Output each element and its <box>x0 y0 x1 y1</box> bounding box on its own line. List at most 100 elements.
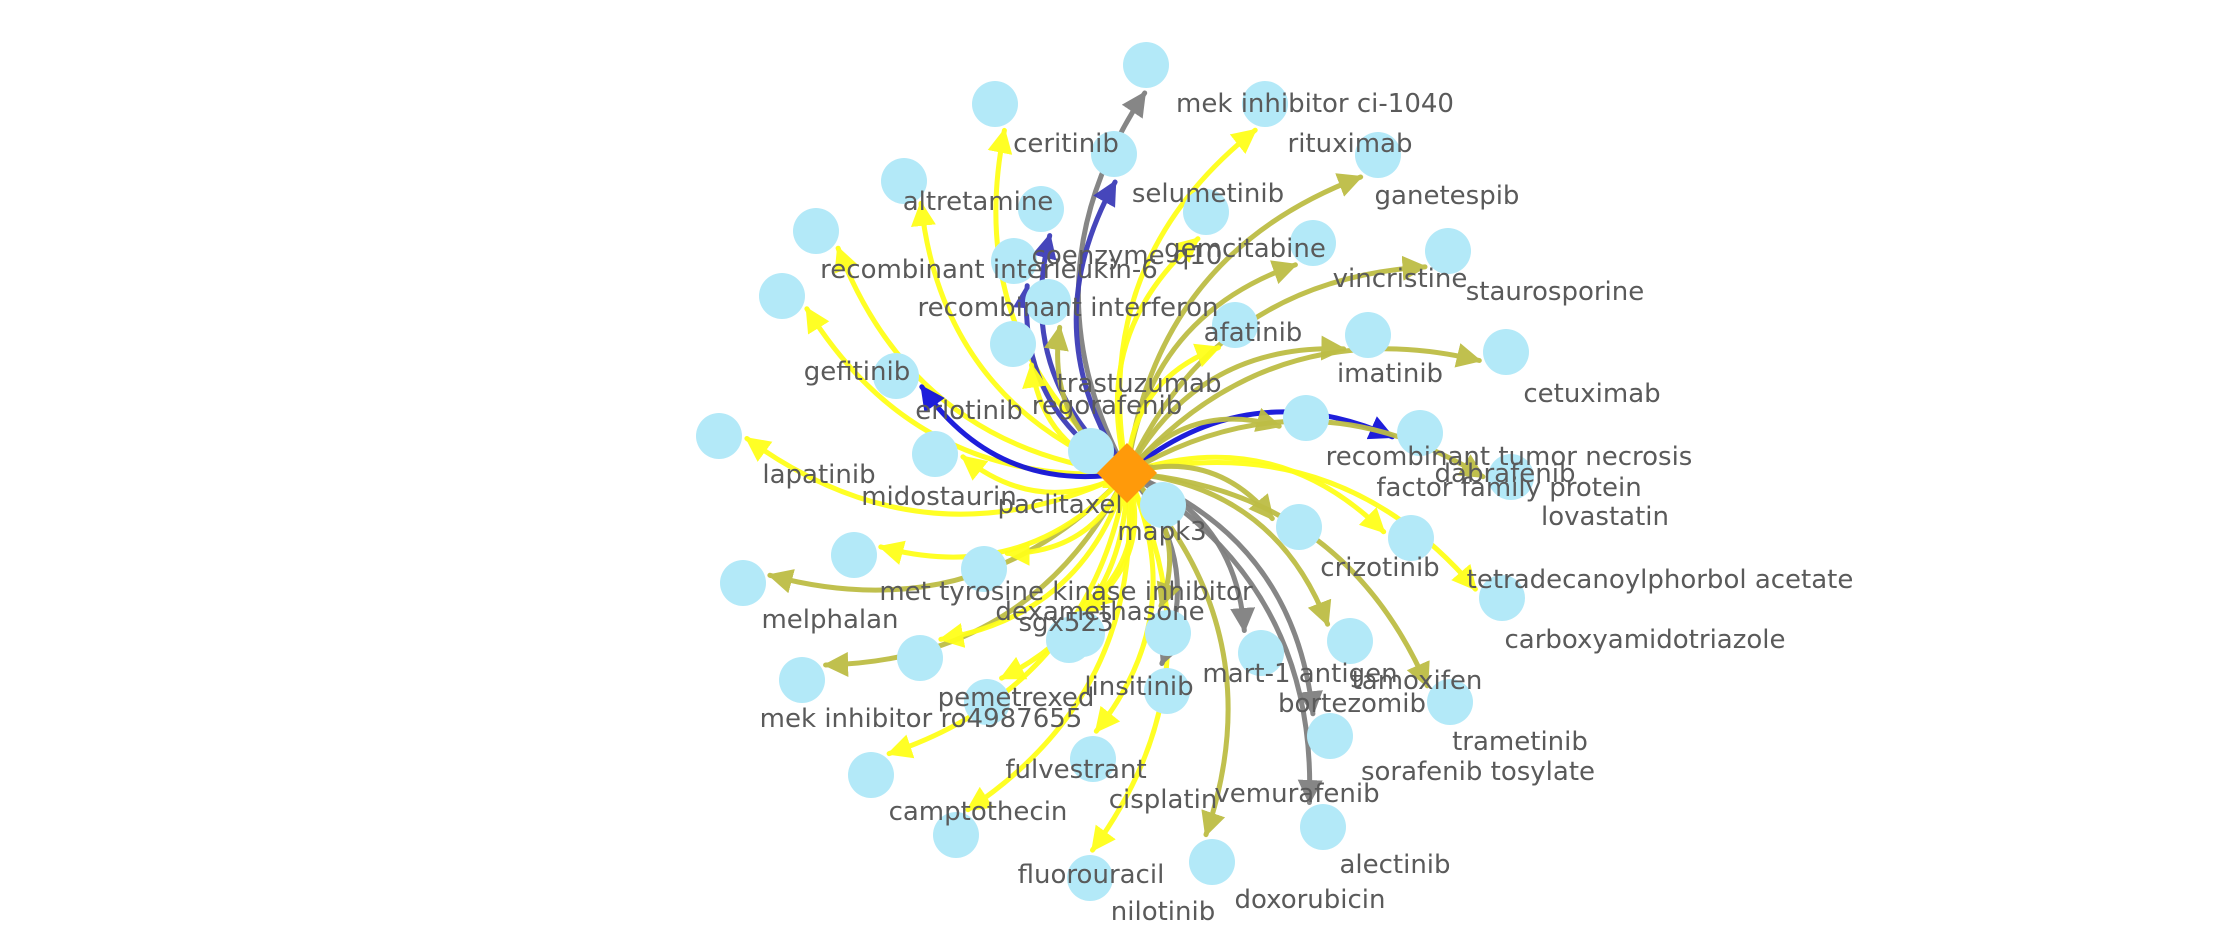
drug-node[interactable] <box>1212 302 1258 348</box>
drug-node[interactable] <box>1145 610 1191 656</box>
drug-label: lapatinib <box>762 460 875 490</box>
edge-recombinant-tumor-necrosis-factor-family-protein <box>1124 454 1387 535</box>
drug-node[interactable] <box>1283 395 1329 441</box>
drug-node[interactable] <box>1140 482 1186 528</box>
drug-node[interactable] <box>881 158 927 204</box>
drug-label: recombinant tumor necrosis factor family … <box>1326 442 1693 503</box>
nodes-layer <box>696 42 1534 901</box>
center-diamond[interactable] <box>1097 443 1157 503</box>
drug-label: tetradecanoylphorbol acetate <box>1467 565 1854 595</box>
drug-label: melphalan <box>761 605 898 635</box>
drug-node[interactable] <box>831 532 877 578</box>
edge-doxorubicin <box>1090 470 1171 853</box>
drug-node[interactable] <box>1388 515 1434 561</box>
drug-node[interactable] <box>1345 312 1391 358</box>
drug-node[interactable] <box>933 812 979 858</box>
drug-node[interactable] <box>1018 186 1064 232</box>
drug-label: pemetrexed <box>938 683 1095 713</box>
edge-dabrafenib <box>1124 409 1395 476</box>
drug-node[interactable] <box>991 238 1037 284</box>
drug-node[interactable] <box>696 413 742 459</box>
drug-label: lovastatin <box>1541 502 1669 532</box>
drug-node[interactable] <box>1068 428 1114 474</box>
drug-label: vemurafenib <box>1214 779 1379 809</box>
drug-node[interactable] <box>1242 81 1288 127</box>
drug-node[interactable] <box>1067 855 1113 901</box>
labels-layer: mek inhibitor ci-1040 rituximab ganetespib… <box>760 89 1854 927</box>
drug-label: trametinib <box>1452 727 1588 757</box>
drug-label: vincristine <box>1333 264 1468 294</box>
drug-node[interactable] <box>1427 679 1473 725</box>
center-node[interactable]: mapk3 <box>1097 443 1207 547</box>
edge-erlotinib <box>919 384 1130 480</box>
drug-label: trastuzumab <box>1057 369 1222 399</box>
drug-node[interactable] <box>1276 504 1322 550</box>
drug-label: gemcitabine <box>1164 234 1326 264</box>
drug-label: camptothecin <box>889 797 1068 827</box>
drug-label: nilotinib <box>1111 897 1215 927</box>
drug-label: altretamine <box>903 187 1054 217</box>
drug-node[interactable] <box>961 546 1007 592</box>
drug-node[interactable] <box>1189 839 1235 885</box>
drug-node[interactable] <box>1183 189 1229 235</box>
drug-label: midostaurin <box>861 482 1017 512</box>
drug-node[interactable] <box>1290 220 1336 266</box>
drug-label: dabrafenib <box>1435 459 1576 489</box>
drug-node[interactable] <box>1238 630 1284 676</box>
drug-node[interactable] <box>897 635 943 681</box>
drug-node[interactable] <box>972 81 1018 127</box>
drug-node[interactable] <box>1091 131 1137 177</box>
drug-label: crizotinib <box>1320 553 1439 583</box>
drug-node[interactable] <box>720 560 766 606</box>
drug-label: cetuximab <box>1523 379 1660 409</box>
drug-label: erlotinib <box>915 396 1022 426</box>
drug-node[interactable] <box>990 321 1036 367</box>
drug-node[interactable] <box>1123 42 1169 88</box>
drug-node[interactable] <box>793 208 839 254</box>
drug-label: fluorouracil <box>1018 860 1165 890</box>
drug-node[interactable] <box>1397 410 1443 456</box>
drug-node[interactable] <box>1425 228 1471 274</box>
drug-node[interactable] <box>1300 804 1346 850</box>
drug-node[interactable] <box>1059 611 1105 657</box>
drug-label: sorafenib tosylate <box>1361 757 1595 787</box>
drug-node[interactable] <box>1307 713 1353 759</box>
drug-label: afatinib <box>1204 318 1303 348</box>
drug-label: regorafenib <box>1032 391 1183 421</box>
drug-label: bortezomib <box>1278 689 1426 719</box>
edge-vincristine <box>1124 335 1347 476</box>
center-label: mapk3 <box>1117 517 1206 547</box>
drug-node[interactable] <box>1355 132 1401 178</box>
drug-label: linsitinib <box>1084 672 1193 702</box>
drug-label: mek inhibitor ro4987655 <box>760 704 1083 734</box>
drug-node[interactable] <box>1144 668 1190 714</box>
drug-label: met tyrosine kinase inhibitor sgx523 <box>879 577 1253 638</box>
drug-node[interactable] <box>1327 618 1373 664</box>
drug-node[interactable] <box>1479 575 1525 621</box>
edge-melphalan <box>744 436 1130 517</box>
drug-node[interactable] <box>912 431 958 477</box>
edge-selumetinib <box>1114 236 1201 476</box>
drug-label: mek inhibitor ci-1040 <box>1176 89 1454 119</box>
drug-node[interactable] <box>759 273 805 319</box>
drug-label: tamoxifen <box>1352 666 1483 696</box>
drug-label: ganetespib <box>1375 181 1520 211</box>
edge-tetradecanoylphorbol-acetate <box>1124 460 1478 592</box>
drug-node[interactable] <box>1488 454 1534 500</box>
drug-node[interactable] <box>779 657 825 703</box>
drug-label: dexamethasone <box>995 597 1204 627</box>
drug-node[interactable] <box>873 353 919 399</box>
drug-node[interactable] <box>964 679 1010 725</box>
drug-node[interactable] <box>1070 736 1116 782</box>
drug-label: fulvestrant <box>1005 755 1146 785</box>
drug-node[interactable] <box>1483 329 1529 375</box>
edge-rituximab <box>1117 127 1258 476</box>
edge-imatinib <box>1124 407 1282 476</box>
drug-label: cisplatin <box>1109 785 1218 815</box>
drug-node[interactable] <box>848 752 894 798</box>
drug-label: recombinant interleukin-6 <box>820 255 1158 285</box>
drug-label: paclitaxel <box>997 490 1122 520</box>
drug-node[interactable] <box>1025 279 1071 325</box>
drug-label: coenzyme q10 <box>1032 241 1223 271</box>
